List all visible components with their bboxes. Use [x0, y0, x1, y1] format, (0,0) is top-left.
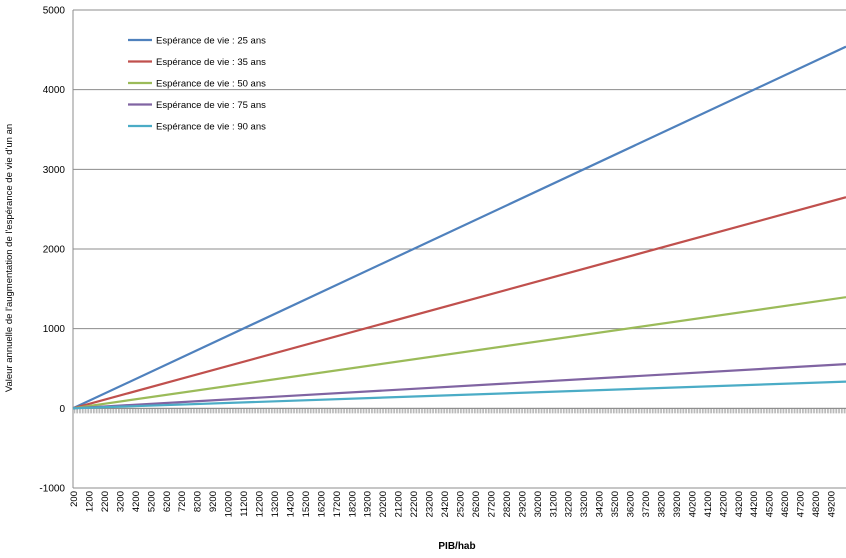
x-tick-label: 9200 [208, 491, 219, 512]
x-tick-label: 45200 [765, 491, 776, 517]
x-tick-label: 43200 [734, 491, 745, 517]
x-tick-label: 14200 [285, 491, 296, 517]
y-tick-label: 5000 [43, 6, 66, 17]
legend-label: Espérance de vie : 75 ans [156, 100, 266, 111]
series-line-2 [72, 196, 846, 410]
x-tick-label: 37200 [641, 491, 652, 517]
series-lines [72, 45, 846, 410]
x-tick-label: 11200 [239, 491, 250, 517]
x-tick-label: 23200 [425, 491, 436, 517]
x-tick-label: 4200 [131, 491, 142, 512]
x-tick-label: 1200 [84, 491, 95, 512]
y-axis-title: Valeur annuelle de l'augmentation de l'e… [4, 124, 15, 392]
x-tick-label: 34200 [595, 491, 606, 517]
x-tick-label: 3200 [115, 491, 126, 512]
legend-label: Espérance de vie : 90 ans [156, 122, 266, 133]
x-tick-label: 47200 [796, 491, 807, 517]
x-tick-label: 6200 [162, 491, 173, 512]
x-tick-label: 33200 [579, 491, 590, 517]
x-tick-label: 16200 [316, 491, 327, 517]
x-tick-label: 25200 [456, 491, 467, 517]
y-axis-ticks: -1000 0 1000 2000 3000 4000 5000 [39, 6, 65, 495]
x-tick-label: 30200 [533, 491, 544, 517]
y-tick-label: 4000 [43, 85, 66, 96]
x-tick-label: 24200 [440, 491, 451, 517]
x-tick-label: 39200 [672, 491, 683, 517]
x-tick-label: 20200 [378, 491, 389, 517]
y-tick-label: 3000 [43, 165, 66, 176]
legend: Espérance de vie : 25 ans Espérance de vi… [128, 36, 266, 133]
x-tick-label: 27200 [486, 491, 497, 517]
y-tick-label: 2000 [43, 245, 66, 256]
x-tick-label: 44200 [749, 491, 760, 517]
x-tick-label: 48200 [811, 491, 822, 517]
x-tick-label: 13200 [270, 491, 281, 517]
x-tick-label: 21200 [394, 491, 405, 517]
x-tick-label: 17200 [332, 491, 343, 517]
x-tick-label: 18200 [347, 491, 358, 517]
x-axis-title: PIB/hab [438, 541, 475, 552]
y-tick-label: -1000 [39, 484, 65, 495]
legend-label: Espérance de vie : 50 ans [156, 79, 266, 90]
x-tick-label: 38200 [656, 491, 667, 517]
x-tick-label: 41200 [703, 491, 714, 517]
axes [72, 10, 846, 488]
x-tick-label: 28200 [502, 491, 513, 517]
series-line-3 [72, 296, 846, 410]
x-axis-ticks: 200 1200 2200 3200 4200 5200 6200 7200 8200 9200 1… [69, 491, 838, 517]
x-tick-label: 8200 [193, 491, 204, 512]
x-tick-label: 36200 [626, 491, 637, 517]
x-tick-label: 2200 [100, 491, 111, 512]
x-tick-label: 29200 [517, 491, 528, 517]
legend-label: Espérance de vie : 35 ans [156, 57, 266, 68]
x-tick-label: 35200 [610, 491, 621, 517]
x-tick-label: 32200 [564, 491, 575, 517]
x-tick-label: 15200 [301, 491, 312, 517]
x-tick-label: 46200 [780, 491, 791, 517]
x-tick-label: 31200 [548, 491, 559, 517]
x-tick-label: 42200 [718, 491, 729, 517]
series-line-5 [72, 380, 846, 410]
series-line-1 [72, 45, 846, 410]
x-tick-label: 7200 [177, 491, 188, 512]
x-tick-label: 10200 [224, 491, 235, 517]
x-tick-label: 19200 [363, 491, 374, 517]
x-tick-label: 5200 [146, 491, 157, 512]
y-tick-label: 1000 [43, 324, 66, 335]
y-tick-label: 0 [59, 404, 65, 415]
x-tick-label: 40200 [687, 491, 698, 517]
x-tick-label: 22200 [409, 491, 420, 517]
x-tick-label: 12200 [255, 491, 266, 517]
x-tick-label: 26200 [471, 491, 482, 517]
series-line-4 [72, 363, 846, 410]
x-tick-label: 200 [69, 491, 80, 507]
x-tick-label: 49200 [827, 491, 838, 517]
legend-label: Espérance de vie : 25 ans [156, 36, 266, 47]
